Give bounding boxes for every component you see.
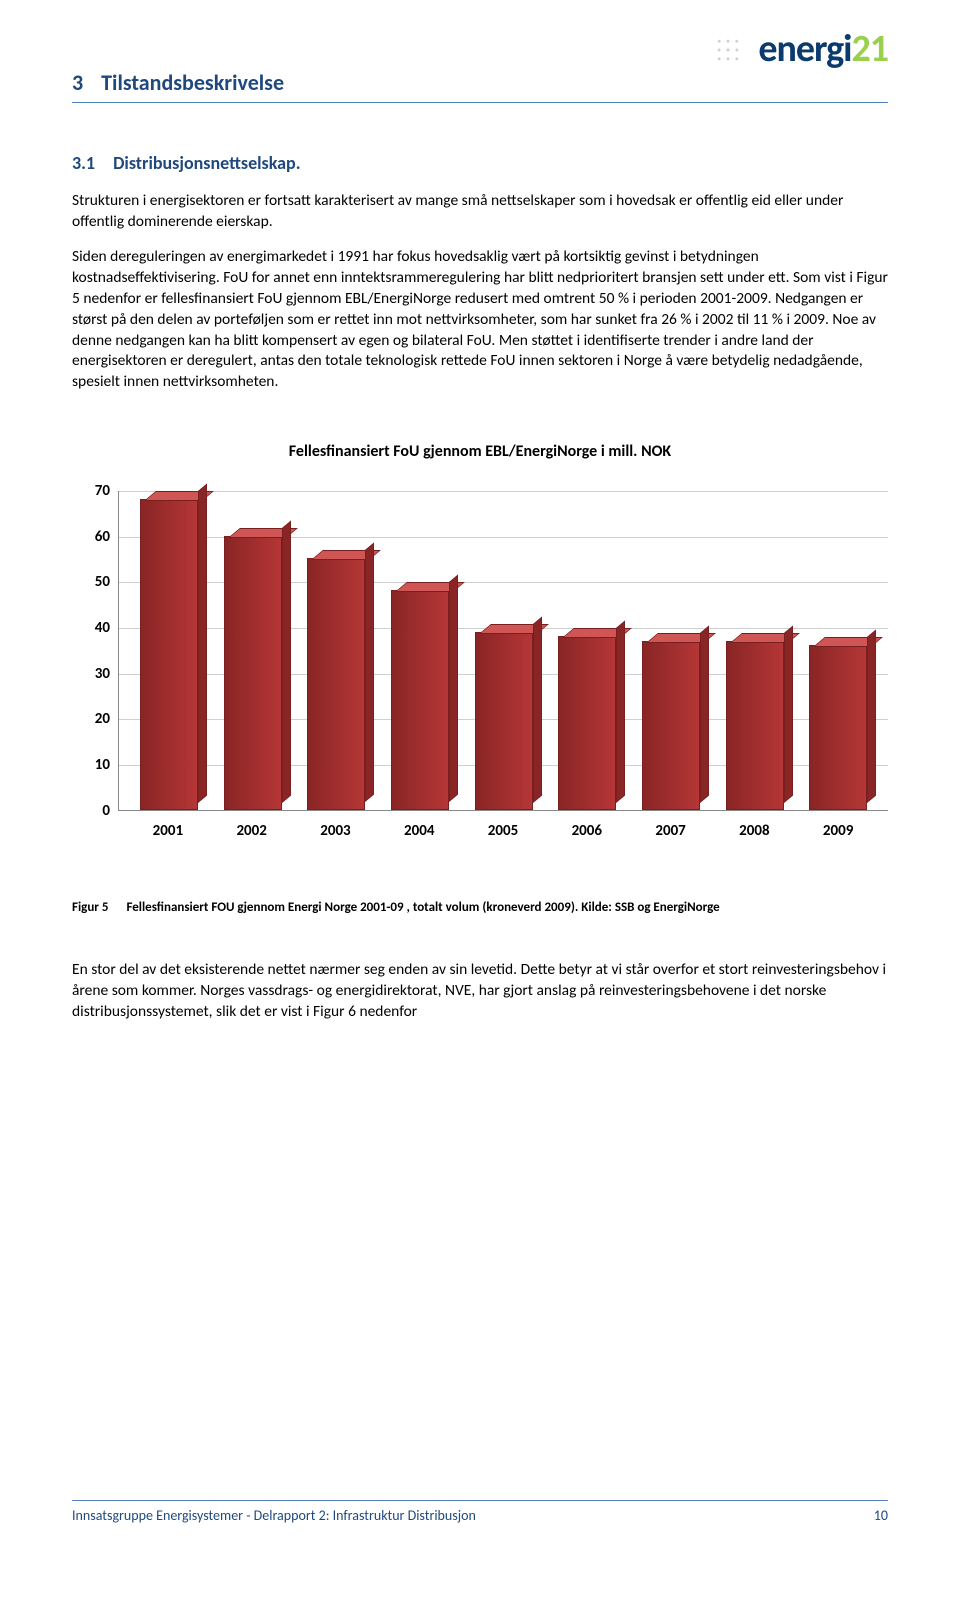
bar bbox=[224, 536, 282, 810]
bar-slot bbox=[545, 491, 629, 810]
bar-side bbox=[784, 625, 793, 803]
y-tick-label: 20 bbox=[95, 709, 110, 729]
bar-side bbox=[867, 630, 876, 803]
y-axis: 010203040506070 bbox=[72, 491, 116, 811]
heading-1-text: Tilstandsbeskrivelse bbox=[101, 68, 284, 98]
bar-front bbox=[224, 536, 282, 810]
x-tick-label: 2008 bbox=[712, 821, 796, 841]
bar-side bbox=[282, 520, 291, 803]
y-tick-label: 50 bbox=[95, 572, 110, 592]
x-tick-label: 2005 bbox=[461, 821, 545, 841]
bar-slot bbox=[713, 491, 797, 810]
plot-area bbox=[118, 491, 888, 811]
x-tick-label: 2006 bbox=[545, 821, 629, 841]
y-tick-label: 0 bbox=[102, 801, 110, 821]
logo-globe-icon bbox=[706, 28, 750, 72]
footer-left: Innsatsgruppe Energisystemer - Delrappor… bbox=[72, 1507, 476, 1526]
x-tick-label: 2001 bbox=[126, 821, 210, 841]
bar bbox=[642, 641, 700, 810]
logo: energi21 bbox=[706, 24, 888, 75]
heading-1-num: 3 bbox=[72, 68, 83, 98]
bar-side bbox=[449, 575, 458, 803]
bars-container bbox=[119, 491, 888, 810]
bar-slot bbox=[127, 491, 211, 810]
figure-number: Figur 5 bbox=[72, 900, 108, 915]
bar-front bbox=[307, 558, 365, 809]
x-tick-label: 2004 bbox=[377, 821, 461, 841]
bar bbox=[726, 641, 784, 810]
x-axis-labels: 200120022003200420052006200720082009 bbox=[118, 821, 888, 841]
footer-page-number: 10 bbox=[874, 1507, 888, 1526]
bar-slot bbox=[462, 491, 546, 810]
logo-text: energi21 bbox=[758, 24, 888, 75]
heading-2-text: Distribusjonsnettselskap. bbox=[113, 151, 300, 175]
bar-slot bbox=[211, 491, 295, 810]
bar-slot bbox=[796, 491, 880, 810]
bar-front bbox=[558, 636, 616, 810]
bar-side bbox=[198, 483, 207, 802]
bar-slot bbox=[294, 491, 378, 810]
logo-brand: energi bbox=[758, 26, 851, 72]
bar bbox=[809, 645, 867, 810]
bar-side bbox=[533, 616, 542, 803]
heading-2: 3.1 Distribusjonsnettselskap. bbox=[72, 151, 888, 175]
bar-chart: 010203040506070 200120022003200420052006… bbox=[72, 491, 892, 871]
y-tick-label: 10 bbox=[95, 755, 110, 775]
bar bbox=[391, 590, 449, 809]
page: energi21 3 Tilstandsbeskrivelse 3.1 Dist… bbox=[0, 0, 960, 1560]
x-tick-label: 2002 bbox=[210, 821, 294, 841]
bar-side bbox=[616, 621, 625, 803]
paragraph-3: En stor del av det eksisterende nettet n… bbox=[72, 960, 888, 1023]
bar-slot bbox=[378, 491, 462, 810]
figure-caption-text: Fellesfinansiert FOU gjennom Energi Norg… bbox=[126, 900, 719, 915]
bar bbox=[307, 558, 365, 809]
x-tick-label: 2007 bbox=[629, 821, 713, 841]
bar-front bbox=[391, 590, 449, 809]
bar bbox=[558, 636, 616, 810]
bar-front bbox=[642, 641, 700, 810]
bar bbox=[475, 632, 533, 810]
bar bbox=[140, 499, 198, 810]
heading-2-num: 3.1 bbox=[72, 151, 95, 175]
logo-suffix: 21 bbox=[851, 26, 888, 72]
paragraph-2: Siden dereguleringen av energimarkedet i… bbox=[72, 247, 888, 393]
y-tick-label: 30 bbox=[95, 664, 110, 684]
y-tick-label: 60 bbox=[95, 526, 110, 546]
footer: Innsatsgruppe Energisystemer - Delrappor… bbox=[72, 1500, 888, 1526]
chart-title: Fellesfinansiert FoU gjennom EBL/EnergiN… bbox=[72, 441, 888, 463]
figure-caption: Figur 5 Fellesfinansiert FOU gjennom Ener… bbox=[72, 899, 888, 917]
bar-front bbox=[809, 645, 867, 810]
bar-front bbox=[140, 499, 198, 810]
y-tick-label: 40 bbox=[95, 618, 110, 638]
bar-side bbox=[365, 543, 374, 803]
bar-side bbox=[700, 625, 709, 803]
bar-front bbox=[475, 632, 533, 810]
paragraph-1: Strukturen i energisektoren er fortsatt … bbox=[72, 191, 888, 233]
bar-slot bbox=[629, 491, 713, 810]
x-tick-label: 2009 bbox=[796, 821, 880, 841]
y-tick-label: 70 bbox=[95, 481, 110, 501]
x-tick-label: 2003 bbox=[294, 821, 378, 841]
bar-front bbox=[726, 641, 784, 810]
